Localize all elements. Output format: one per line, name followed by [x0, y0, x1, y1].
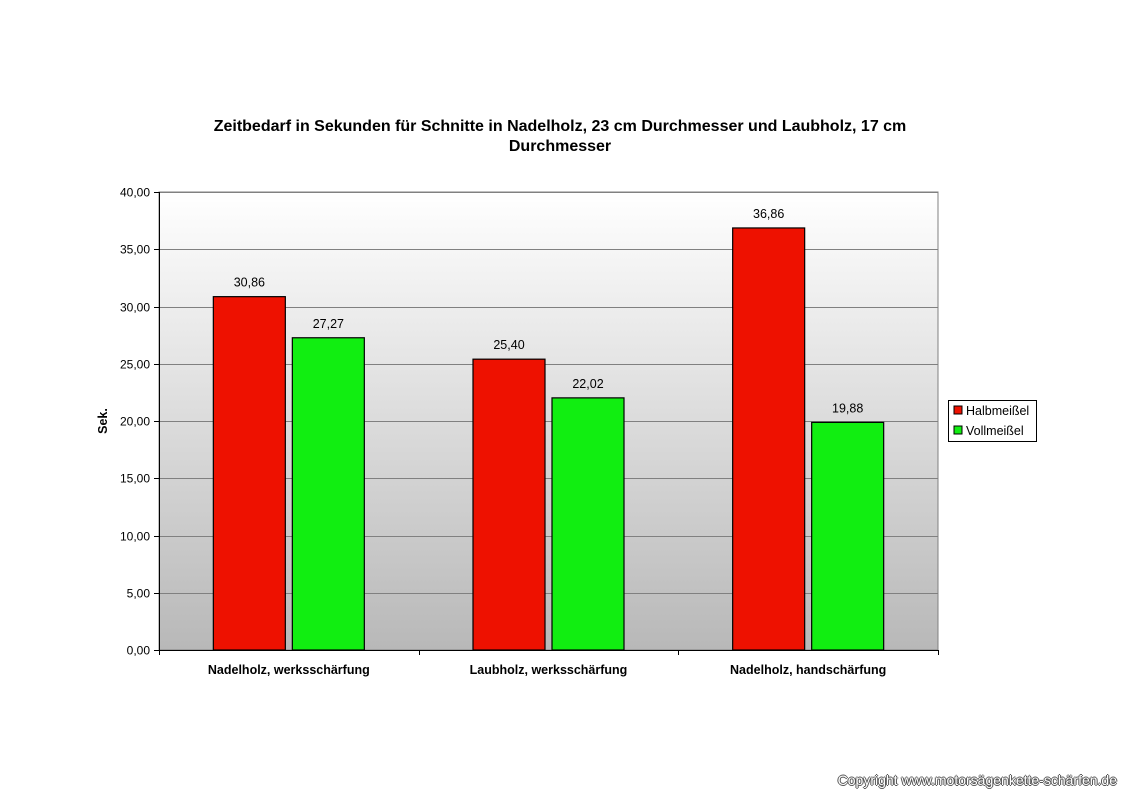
legend-swatch — [953, 405, 963, 415]
y-tick-label: 25,00 — [120, 358, 150, 372]
y-tick-label: 5,00 — [127, 587, 151, 601]
legend-entry: Halbmeißel — [966, 404, 1029, 418]
bars — [212, 227, 885, 651]
y-tick-label: 10,00 — [120, 530, 150, 544]
legend: Halbmeißel Vollmeißel — [948, 400, 1037, 442]
data-label: 30,86 — [234, 276, 265, 290]
data-label: 19,88 — [832, 401, 863, 415]
bar-vollmeissel — [291, 337, 365, 651]
y-tick-label: 0,00 — [127, 644, 151, 658]
legend-box — [948, 400, 1037, 442]
legend-entry: Vollmeißel — [966, 424, 1024, 438]
copyright-text: Copyright www.motorsägenkette-schärfen.d… — [837, 772, 1117, 788]
chart-title-line: Zeitbedarf in Sekunden für Schnitte in N… — [214, 118, 907, 135]
bar-halbmeissel — [212, 296, 286, 651]
x-category-label: Nadelholz, werksschärfung — [208, 663, 370, 677]
bar-halbmeissel — [732, 227, 806, 651]
gridlines — [159, 192, 938, 594]
x-category-label: Nadelholz, handschärfung — [730, 663, 886, 677]
chart-title-line: Durchmesser — [509, 138, 611, 155]
y-tick-label: 20,00 — [120, 415, 150, 429]
x-category-label: Laubholz, werksschärfung — [470, 663, 628, 677]
y-tick-label: 30,00 — [120, 301, 150, 315]
data-label: 22,02 — [572, 377, 603, 391]
legend-swatch — [953, 425, 963, 435]
y-axis-label: Sek. — [96, 408, 110, 434]
data-label: 25,40 — [493, 338, 524, 352]
chart-title: Zeitbedarf in Sekunden für Schnitte in N… — [214, 118, 907, 155]
y-axis: 0,00 5,00 10,00 15,00 20,00 25,00 30,00 35,00 40… — [120, 186, 160, 658]
data-label: 27,27 — [313, 317, 344, 331]
y-tick-label: 40,00 — [120, 186, 150, 200]
bar-vollmeissel — [551, 397, 625, 651]
x-axis: Nadelholz, werksschärfung Laubholz, werks… — [159, 650, 939, 677]
data-label: 36,86 — [753, 207, 784, 221]
data-labels: 30,86 25,40 36,86 27,27 22,02 19,88 — [234, 207, 864, 415]
y-tick-label: 15,00 — [120, 472, 150, 486]
y-tick-label: 35,00 — [120, 243, 150, 257]
bar-vollmeissel — [811, 421, 885, 651]
bar-halbmeissel — [472, 358, 546, 651]
